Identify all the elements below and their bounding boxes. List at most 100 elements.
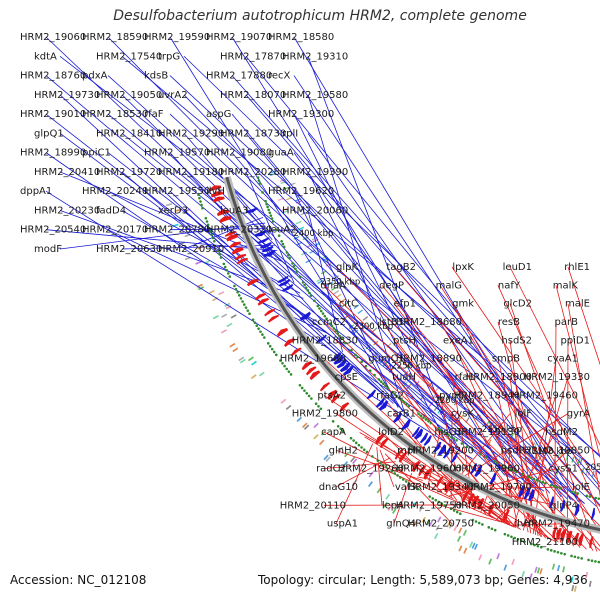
gc-skew-dot	[360, 360, 364, 363]
reverse_genes-label: HRM2_19600	[396, 464, 462, 475]
reverse-gene-arrow	[234, 253, 247, 261]
reverse_genes-label: resB	[498, 317, 520, 328]
reverse_genes-label: glnH2	[329, 445, 358, 456]
feature-block	[385, 493, 391, 500]
feature-block	[456, 535, 462, 542]
forward_genes-leader-line	[107, 152, 545, 492]
feature-block	[448, 522, 453, 529]
gc-skew-dot	[594, 560, 597, 563]
forward_genes-label: HRM2_19300	[268, 109, 334, 120]
reverse_genes-label: HRM2_19850	[524, 445, 590, 456]
forward_genes-leader-line	[107, 190, 301, 294]
feature-block	[197, 245, 204, 250]
reverse-gene-arrow	[309, 370, 321, 381]
feature-block	[471, 542, 476, 549]
feature-block	[368, 471, 374, 478]
reverse_genes-leader-line	[532, 358, 557, 535]
forward_genes-label: leuA3	[220, 205, 248, 216]
reverse_genes-label: HRM2_19260	[338, 464, 404, 475]
gc-skew-dot	[495, 461, 499, 465]
forward_genes-label: HRM2_18070	[220, 90, 286, 101]
gc-skew-dot	[503, 532, 507, 536]
forward_genes-leader-line	[245, 171, 295, 284]
forward_genes-label: uvrA2	[158, 90, 188, 101]
gc-skew-dot	[269, 214, 273, 217]
gc-skew-dot	[357, 443, 361, 447]
forward_genes-label: HRM2_19720	[96, 167, 162, 178]
forward_genes-label: HRM2_19180	[158, 167, 224, 178]
feature-block	[335, 293, 342, 299]
feature-block	[419, 394, 425, 401]
forward-gene-arrow	[523, 487, 530, 500]
feature-block	[208, 289, 215, 295]
reverse_genes-label: cysS1	[549, 464, 578, 475]
reverse_genes-leader-line	[495, 450, 569, 520]
gc-skew-dot	[332, 327, 336, 330]
forward_genes-label: HRM2_20060	[282, 205, 348, 216]
feature-block	[458, 545, 463, 552]
forward_genes-label: HRM2_19550	[144, 186, 210, 197]
reverse_genes-label: HRM2_19680	[280, 354, 346, 365]
feature-block	[295, 220, 302, 225]
feature-block	[367, 481, 373, 487]
reverse_genes-label: uspA1	[327, 519, 358, 530]
reverse_genes-leader-line	[335, 266, 600, 527]
feature-block	[488, 558, 493, 565]
feature-block	[458, 527, 463, 534]
reverse_genes-leader-line	[323, 285, 600, 552]
gc-skew-dot	[501, 464, 504, 467]
feature-block	[296, 416, 303, 423]
reverse_genes-label: HRM2_19960	[454, 464, 520, 475]
reverse_genes-label: HRM2_19130	[454, 427, 520, 438]
gc-skew-dot	[560, 551, 563, 555]
reverse_genes-label: HRM2_19200	[408, 445, 474, 456]
forward-gene-arrow	[378, 400, 389, 411]
gc-skew-dot	[535, 478, 539, 482]
gc-skew-dot	[515, 470, 518, 474]
feature-block	[319, 439, 325, 446]
gc-skew-dot	[234, 287, 238, 291]
gc-skew-dot	[210, 233, 214, 237]
forward-gene-arrow	[411, 426, 420, 438]
gc-skew-dot	[549, 549, 553, 552]
reverse_genes-leader-line	[323, 431, 454, 500]
gc-skew-dot	[452, 437, 456, 440]
forward_genes-leader-line	[293, 113, 461, 452]
forward_genes-leader-line	[59, 222, 266, 250]
forward_genes-leader-line	[231, 75, 600, 492]
feature-block	[333, 275, 340, 280]
feature-block	[333, 290, 340, 295]
gc-skew-dot	[275, 228, 278, 232]
reverse_genes-label: HRM2_20750	[408, 519, 474, 530]
gc-skew-dot	[266, 205, 269, 209]
gc-skew-dot	[239, 297, 243, 300]
reverse_genes-leader-line	[451, 303, 594, 551]
forward-gene-arrow	[559, 499, 566, 512]
forward_genes-label: HRM2_19290	[158, 128, 224, 139]
gc-skew-dot	[237, 294, 241, 297]
gc-skew-dot	[570, 554, 573, 558]
reverse-gene-arrow	[471, 495, 480, 508]
forward-gene-arrow	[474, 465, 482, 477]
feature-block	[165, 202, 173, 207]
gc-skew-dot	[340, 336, 343, 340]
feature-block	[338, 446, 344, 452]
gc-skew-dot	[521, 473, 524, 476]
feature-block	[571, 585, 575, 592]
reverse-gene-arrow	[226, 234, 239, 242]
forward-gene-leader-lines	[45, 36, 600, 507]
gc-skew-dot	[405, 402, 408, 406]
forward_genes-leader-line	[307, 133, 562, 498]
reverse_genes-label: hsdM2	[545, 427, 578, 438]
forward-gene-labels: HRM2_19060HRM2_18590HRM2_19590HRM2_19070…	[20, 32, 348, 255]
forward-gene-arrow	[254, 229, 267, 237]
gc-skew-dot	[597, 497, 600, 501]
gc-skew-dot	[556, 551, 560, 554]
reverse_genes-label: HRM2_19750	[396, 500, 462, 511]
gc-skew-dot	[244, 306, 248, 309]
feature-block	[269, 172, 276, 176]
forward-gene-arrow	[392, 412, 403, 423]
reverse-gene-arrow	[462, 490, 470, 503]
gc-skew-dot	[319, 407, 323, 411]
